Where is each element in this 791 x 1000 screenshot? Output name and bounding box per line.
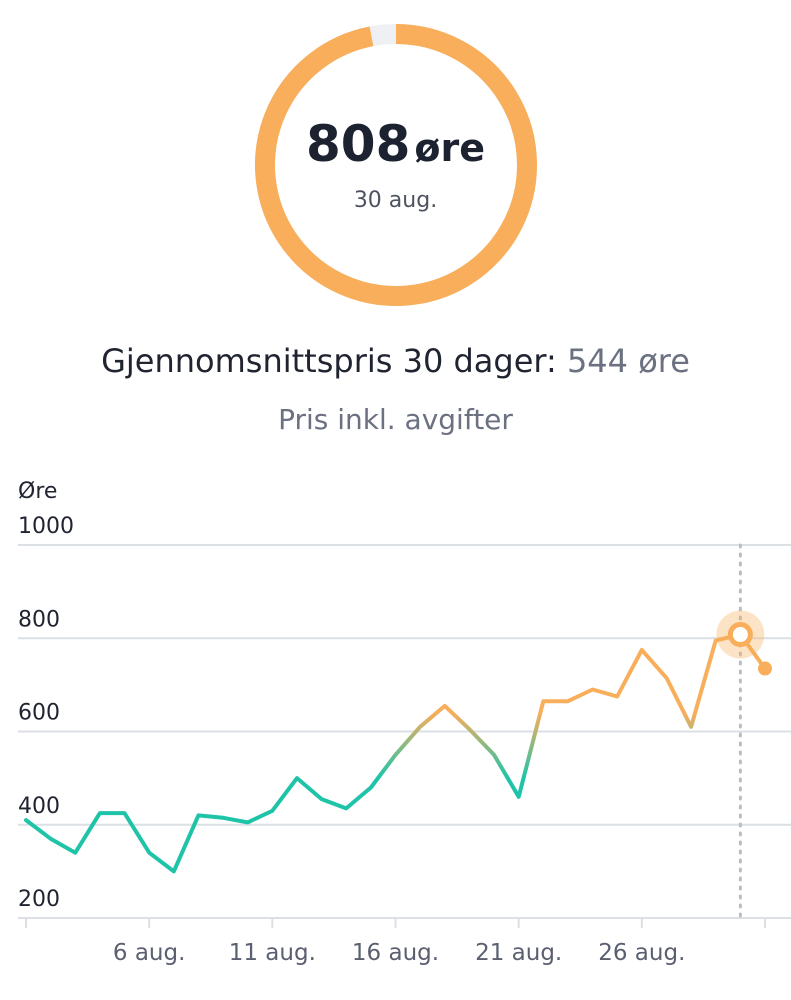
- y-tick-label: 800: [18, 607, 60, 632]
- current-price-value: 808: [306, 115, 411, 173]
- y-tick-label: 600: [18, 701, 60, 726]
- price-chart[interactable]: Øre 200 400 600 800 1000 6 aug. 11 aug. 16 aug…: [0, 470, 791, 1000]
- current-price: 808 øre: [0, 115, 791, 173]
- x-tick-label: 11 aug.: [229, 940, 316, 966]
- gauge-progress-arc: [255, 24, 537, 306]
- y-axis-label: Øre: [18, 479, 57, 504]
- y-tick-label: 1000: [18, 514, 74, 539]
- current-price-unit: øre: [414, 126, 485, 170]
- x-tick-label: 26 aug.: [598, 940, 685, 966]
- x-tick-label: 16 aug.: [352, 940, 439, 966]
- price-note: Pris inkl. avgifter: [278, 403, 513, 436]
- price-series-line: [24, 632, 767, 874]
- average-label: Gjennomsnittspris 30 dager:: [101, 342, 557, 380]
- price-gauge: [255, 24, 537, 306]
- current-price-date: 30 aug.: [353, 188, 438, 213]
- last-point-marker: [758, 661, 772, 676]
- y-tick-label: 400: [18, 794, 60, 819]
- x-tick-label: 21 aug.: [475, 940, 562, 966]
- average-value: 544 øre: [566, 342, 690, 380]
- y-tick-label: 200: [18, 887, 60, 912]
- average-price: Gjennomsnittspris 30 dager: 544 øre: [0, 342, 791, 380]
- selected-point-marker: [727, 622, 753, 648]
- x-tick-label: 6 aug.: [113, 940, 186, 966]
